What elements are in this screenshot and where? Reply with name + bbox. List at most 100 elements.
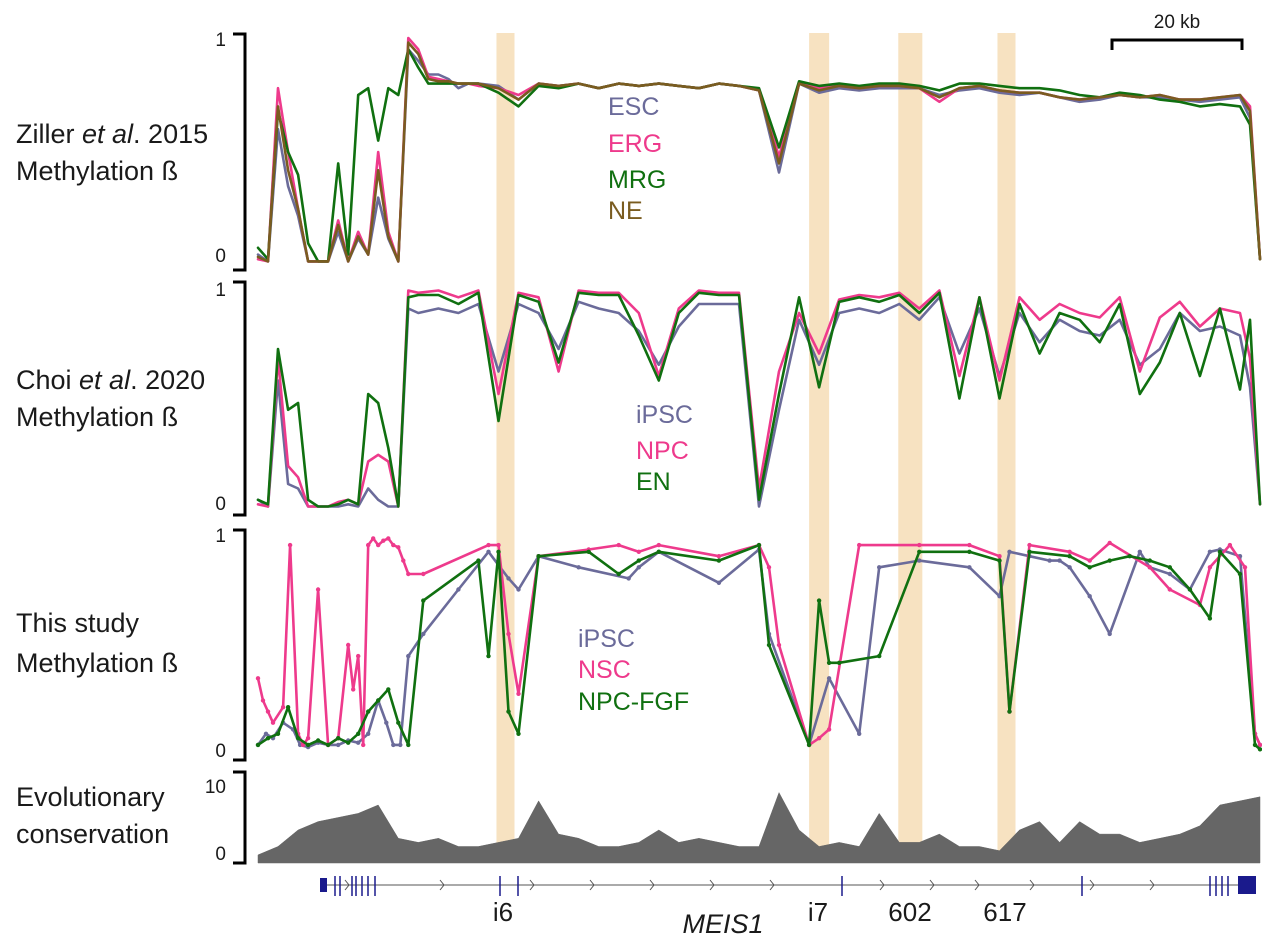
data-point <box>1237 571 1243 577</box>
data-point <box>401 558 406 563</box>
strand-arrow <box>974 879 980 891</box>
data-point <box>386 687 391 692</box>
data-point <box>1027 542 1032 548</box>
data-point <box>1057 558 1062 563</box>
strand-arrow <box>1029 879 1035 891</box>
legend-entry-en: EN <box>636 468 671 496</box>
data-point <box>376 698 381 703</box>
data-point <box>486 542 491 548</box>
data-point <box>1217 549 1223 554</box>
data-point <box>967 565 972 570</box>
panel-label-line: Methylation ß <box>16 402 178 432</box>
data-point <box>636 565 641 570</box>
region-highlight-617 <box>997 33 1016 863</box>
gene-exon-utr-start <box>320 878 327 892</box>
data-point <box>496 542 501 548</box>
strand-arrow <box>344 879 350 891</box>
legend-entry-ne: NE <box>608 197 643 225</box>
data-point <box>356 653 361 659</box>
series-group-3 <box>257 791 1261 864</box>
data-point <box>516 587 521 592</box>
data-point <box>766 565 772 570</box>
panel-label-line: Ziller et al. 2015 <box>16 119 208 149</box>
legend-entry-ipsc: iPSC <box>636 401 693 429</box>
y-tick-label: 1 <box>215 280 226 301</box>
region-highlight-602 <box>898 33 923 863</box>
strand-arrow <box>649 879 655 891</box>
data-point <box>1207 549 1213 554</box>
panel-label-line: Choi et al. 2020 <box>16 365 205 395</box>
region-label-602: 602 <box>888 897 931 927</box>
gene-name: MEIS1 <box>682 909 763 938</box>
data-point <box>496 549 501 554</box>
panel-label-line: Methylation ß <box>16 156 178 186</box>
panel-label-line: Methylation ß <box>16 648 178 678</box>
data-point <box>456 587 461 592</box>
data-point <box>265 736 271 741</box>
data-point <box>536 554 541 559</box>
data-point <box>356 740 361 745</box>
data-point <box>486 653 491 659</box>
legend-entry-ipsc: iPSC <box>578 625 635 653</box>
data-point <box>816 736 822 741</box>
strand-arrow <box>1089 879 1095 891</box>
legend-entry-esc: ESC <box>608 93 659 121</box>
data-point <box>506 709 511 714</box>
data-point <box>255 742 261 748</box>
panel-ziller: Ziller et al. 2015 Methylation ß 1 0 ESC ERG M… <box>16 30 666 272</box>
data-point <box>351 687 356 692</box>
data-point <box>1137 549 1143 554</box>
data-point <box>967 542 972 548</box>
gene-track: i6 i7 602 617 MEIS1 <box>320 876 1256 939</box>
data-point <box>361 742 366 748</box>
panel-label-part: conservation <box>16 819 169 849</box>
scale-bar-line <box>1110 38 1244 50</box>
data-point <box>287 542 293 548</box>
y-axis <box>233 770 247 865</box>
data-point <box>315 738 321 743</box>
data-point <box>917 542 922 548</box>
panel-label-part: Methylation ß <box>16 156 178 186</box>
data-point <box>346 740 351 745</box>
data-point <box>516 731 521 736</box>
data-point <box>917 549 922 554</box>
data-point <box>421 571 426 577</box>
data-point <box>616 571 621 577</box>
panel-label-part: et al <box>82 119 134 149</box>
legend-entry-nsc: NSC <box>578 656 631 684</box>
data-point <box>421 631 426 637</box>
data-point <box>716 554 722 559</box>
region-label-i7: i7 <box>808 897 828 927</box>
data-point <box>305 736 311 741</box>
panel-study: This study Methylation ß 1 0 iPSC NSC NPC-FGF <box>16 526 689 762</box>
data-point <box>506 576 511 581</box>
data-point <box>1167 587 1173 592</box>
series-line-ne <box>256 41 1262 263</box>
data-point <box>486 549 491 554</box>
y-tick-label: 0 <box>215 741 226 762</box>
data-point <box>766 642 772 648</box>
data-point <box>384 720 389 725</box>
panel-label-part: . 2020 <box>130 365 205 395</box>
data-point <box>776 642 782 648</box>
panel-choi: Choi et al. 2020 Methylation ß 1 0 iPSC NPC EN <box>16 280 693 517</box>
data-point <box>826 660 832 665</box>
data-point <box>997 558 1002 563</box>
data-point <box>366 731 371 736</box>
panel-label-part: Evolutionary <box>16 782 165 812</box>
data-point <box>396 720 401 725</box>
data-point <box>1147 558 1153 563</box>
data-point <box>857 731 862 736</box>
panel-label-line: conservation <box>16 819 169 849</box>
panel-label-part: This study <box>16 608 140 638</box>
data-point <box>1027 549 1032 554</box>
region-label-617: 617 <box>983 897 1026 927</box>
data-point <box>376 542 381 548</box>
y-tick-label: 0 <box>215 844 226 865</box>
data-point <box>1067 565 1072 570</box>
series-line-ipsc <box>256 296 1262 508</box>
data-point <box>586 549 591 554</box>
strand-arrow <box>529 879 535 891</box>
